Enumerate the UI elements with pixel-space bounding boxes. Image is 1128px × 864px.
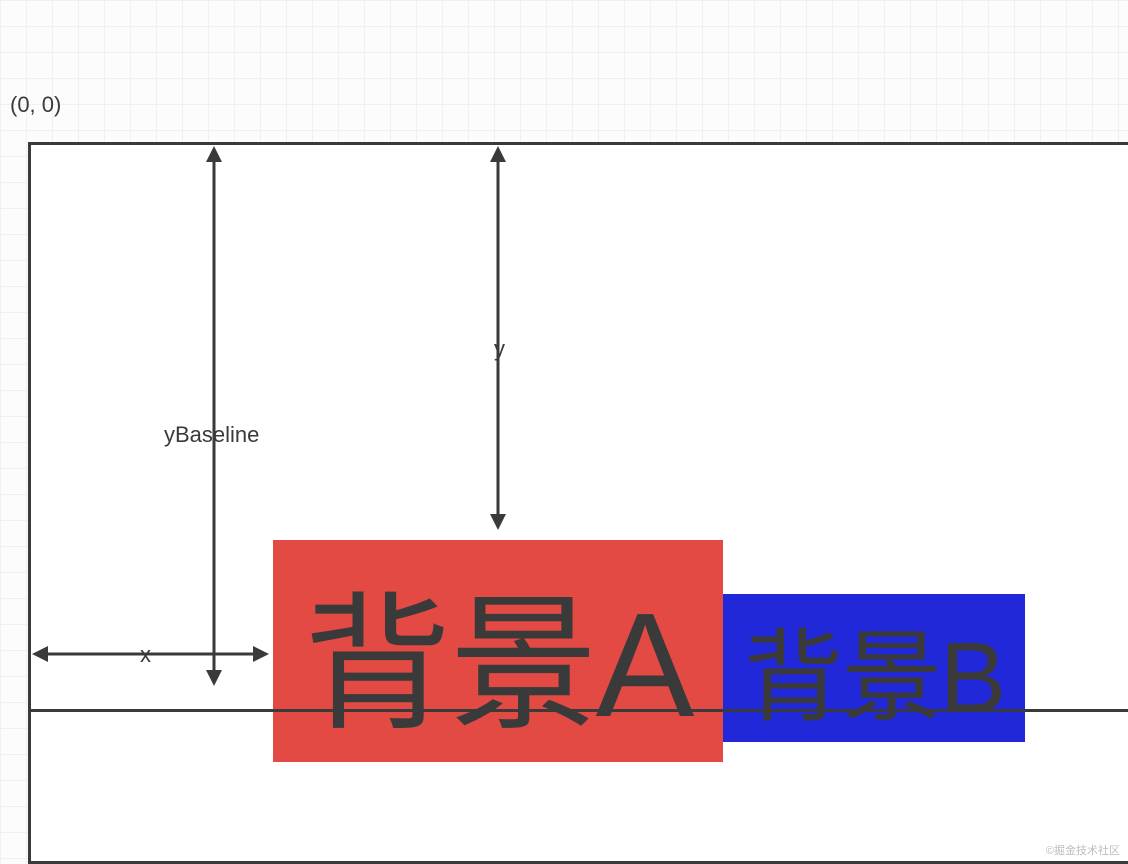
text-box-a-label: 背景A xyxy=(304,544,693,759)
text-box-b: 背景B xyxy=(723,594,1025,742)
text-box-b-label: 背景B xyxy=(744,596,1005,741)
text-box-a: 背景A xyxy=(273,540,723,762)
origin-label: (0, 0) xyxy=(10,92,61,118)
baseline-line xyxy=(28,709,1128,712)
dimension-label-y: y xyxy=(490,336,509,362)
dimension-label-x: x xyxy=(136,642,155,668)
diagram-stage: (0, 0) 背景A 背景B x yBaseline y xyxy=(0,0,1128,864)
watermark: ©掘金技术社区 xyxy=(1046,842,1120,858)
dimension-label-ybaseline: yBaseline xyxy=(160,422,263,448)
